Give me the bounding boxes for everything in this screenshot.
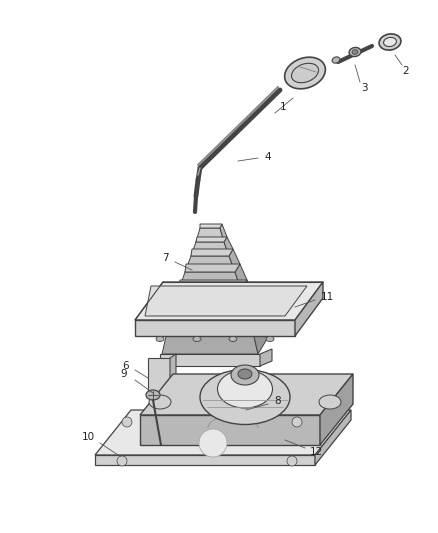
Ellipse shape [291,63,318,83]
Text: 6: 6 [122,361,129,371]
Polygon shape [148,358,170,396]
Polygon shape [184,264,240,272]
Polygon shape [240,280,254,310]
Text: 7: 7 [161,253,168,263]
Circle shape [286,456,297,466]
Polygon shape [179,280,247,290]
Text: 11: 11 [320,292,333,302]
Polygon shape [319,374,352,445]
Polygon shape [195,228,223,242]
Circle shape [291,417,301,427]
Text: 2: 2 [402,66,408,76]
Text: 12: 12 [309,447,322,457]
Polygon shape [234,264,247,290]
Ellipse shape [237,369,251,379]
Polygon shape [191,249,233,256]
Polygon shape [259,349,272,366]
Ellipse shape [146,390,159,400]
Ellipse shape [148,395,171,409]
Text: 9: 9 [120,369,127,379]
Polygon shape [166,310,252,332]
Polygon shape [135,282,322,320]
Polygon shape [200,224,222,228]
Text: 10: 10 [81,432,94,442]
Polygon shape [314,410,350,465]
Polygon shape [173,298,254,310]
Polygon shape [135,320,294,336]
Polygon shape [170,354,176,396]
Ellipse shape [351,50,357,54]
Polygon shape [179,272,240,290]
Circle shape [117,456,127,466]
Circle shape [122,417,132,427]
Ellipse shape [348,47,360,56]
Polygon shape [191,242,229,256]
Ellipse shape [229,336,237,342]
Ellipse shape [383,37,396,46]
Polygon shape [159,354,259,366]
Ellipse shape [217,370,272,408]
Polygon shape [140,415,319,445]
Ellipse shape [230,365,258,385]
Polygon shape [95,410,350,455]
Text: 1: 1 [279,102,286,112]
Polygon shape [184,256,234,272]
Polygon shape [145,286,306,316]
Text: 4: 4 [264,152,271,162]
Polygon shape [219,224,226,242]
Ellipse shape [284,57,325,89]
Text: 8: 8 [274,396,281,406]
Ellipse shape [200,369,290,424]
Ellipse shape [155,336,164,342]
Polygon shape [140,374,352,415]
Ellipse shape [378,34,400,50]
Polygon shape [223,237,233,256]
Circle shape [198,429,226,457]
Polygon shape [162,332,258,354]
Polygon shape [252,319,266,354]
Ellipse shape [193,336,201,342]
Polygon shape [247,298,261,332]
Polygon shape [166,319,261,332]
Polygon shape [229,249,240,272]
Text: 3: 3 [360,83,367,93]
Polygon shape [294,282,322,336]
Ellipse shape [332,57,339,63]
Ellipse shape [318,395,340,409]
Ellipse shape [265,336,273,342]
Polygon shape [95,455,314,465]
Polygon shape [173,290,247,310]
Polygon shape [195,237,226,242]
